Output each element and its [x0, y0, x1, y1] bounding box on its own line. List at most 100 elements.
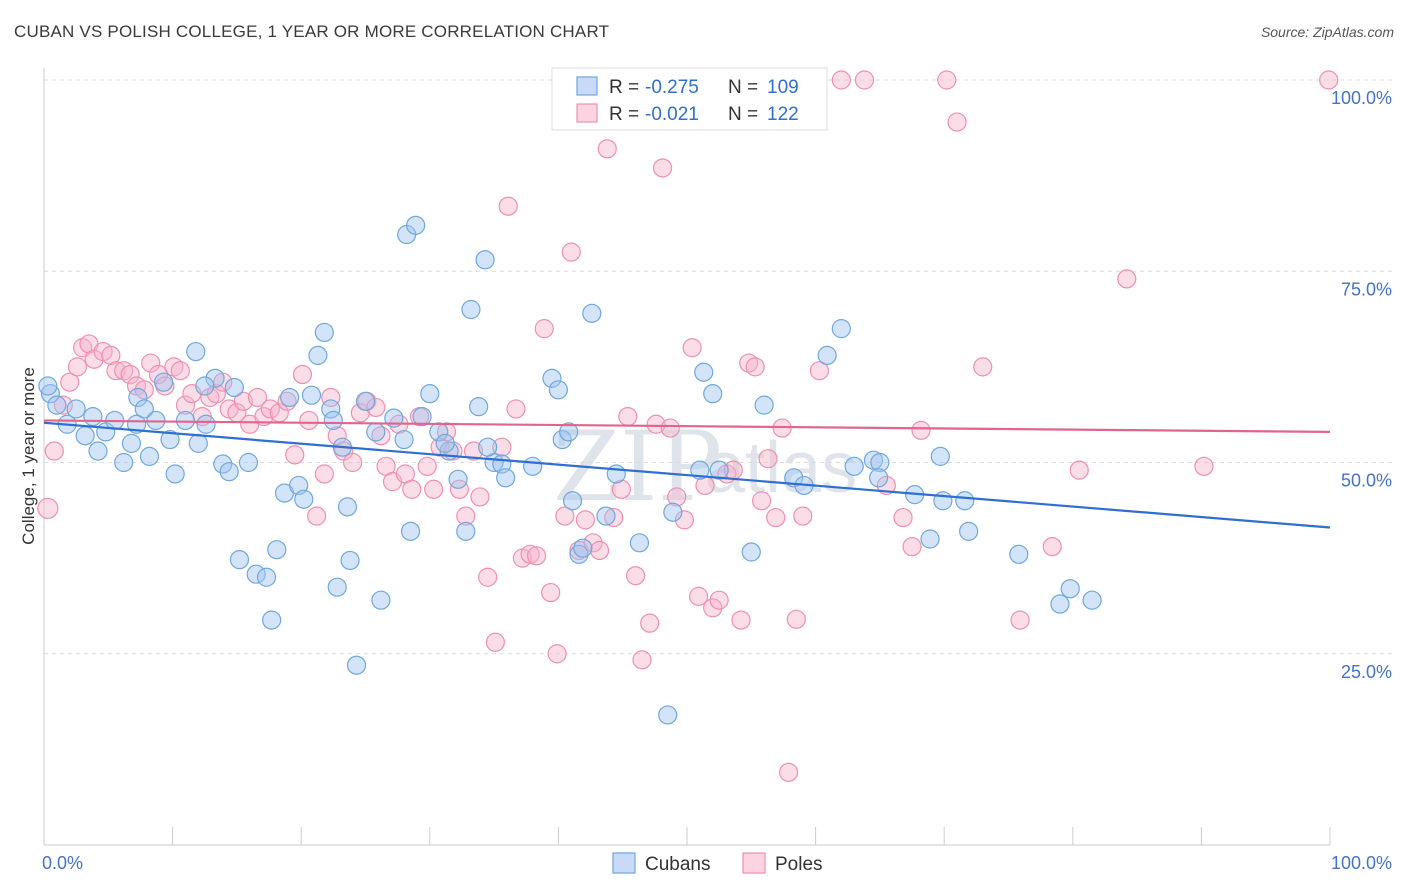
poles-data-point	[809, 361, 830, 381]
poles-data-point	[520, 544, 540, 564]
cubans-data-point	[40, 384, 61, 404]
poles-data-point	[646, 414, 666, 434]
poles-data-point	[611, 479, 632, 499]
cubans-data-point	[314, 322, 334, 343]
cubans-data-point	[435, 433, 455, 453]
poles-data-point	[470, 487, 490, 507]
poles-data-point	[343, 452, 363, 473]
poles-data-point	[307, 506, 327, 526]
poles-data-point	[555, 506, 575, 526]
cubans-data-point	[323, 410, 343, 431]
poles-data-point	[1194, 456, 1214, 476]
poles-data-point	[371, 426, 391, 446]
cubans-data-point	[219, 462, 239, 482]
cubans-data-point	[66, 399, 86, 419]
cubans-data-point	[469, 397, 489, 417]
cubans-data-point	[548, 380, 569, 400]
cubans-data-point	[1060, 579, 1080, 599]
poles-data-point	[534, 319, 554, 339]
poles-data-point	[456, 506, 476, 526]
poles-data-point	[299, 410, 319, 431]
y-tick-label: 50.0%	[1341, 471, 1392, 491]
series-legend: Cubans Poles	[612, 852, 823, 875]
cubans-data-point	[959, 521, 979, 541]
cubans-data-point	[38, 376, 58, 396]
cubans-data-point	[294, 489, 314, 509]
poles-data-point	[1319, 70, 1339, 90]
poles-data-point	[506, 399, 526, 419]
poles-data-point	[973, 357, 993, 377]
poles-data-point	[492, 437, 512, 457]
poles-data-point	[745, 357, 765, 377]
cubans-data-point	[175, 410, 196, 431]
poles-data-point	[786, 609, 806, 629]
poles-data-point	[604, 507, 624, 528]
legend-r-label-poles: R =	[609, 104, 639, 125]
poles-data-point	[709, 590, 729, 610]
poles-data-point	[618, 407, 638, 427]
cubans-data-point	[400, 521, 421, 541]
cubans-data-point	[663, 502, 683, 522]
cubans-data-point	[355, 391, 376, 411]
cubans-data-point	[83, 407, 103, 427]
cubans-data-point	[229, 550, 250, 570]
poles-data-point	[417, 456, 437, 476]
chart-title: CUBAN VS POLISH COLLEGE, 1 YEAR OR MORE …	[14, 22, 610, 41]
poles-data-point	[44, 441, 64, 461]
poles-data-point	[37, 497, 59, 519]
poles-data-point	[575, 510, 596, 530]
cubans-data-point	[165, 464, 185, 484]
poles-data-point	[583, 533, 603, 553]
trend-line-cubans	[43, 421, 1331, 529]
cubans-data-point	[869, 468, 889, 488]
cubans-data-point	[694, 362, 714, 382]
legend-swatch-cubans	[576, 76, 598, 96]
bottom-legend-label-poles: Poles	[775, 854, 823, 875]
y-tick-label: 25.0%	[1341, 662, 1392, 682]
poles-data-point	[247, 387, 268, 408]
poles-data-point	[314, 464, 334, 484]
poles-data-point	[1069, 460, 1089, 480]
cubans-data-point	[346, 655, 367, 675]
cubans-data-point	[321, 399, 341, 419]
cubans-data-point	[213, 454, 233, 474]
bottom-legend-swatch-poles	[742, 852, 766, 874]
poles-data-point	[751, 491, 772, 511]
x-tick-label-max: 100.0%	[1331, 853, 1392, 873]
cubans-data-point	[195, 376, 215, 396]
poles-data-point	[541, 582, 561, 603]
cubans-data-point	[496, 468, 516, 488]
cubans-data-point	[153, 372, 174, 392]
poles-data-point	[688, 586, 709, 606]
poles-data-point	[170, 361, 190, 381]
poles-data-point	[758, 449, 778, 469]
cubans-data-point	[256, 567, 277, 587]
cubans-data-point	[573, 538, 593, 558]
poles-data-point	[947, 112, 967, 132]
cubans-data-point	[629, 533, 650, 553]
legend-r-value-cubans: -0.275	[645, 77, 699, 98]
poles-data-point	[902, 537, 922, 557]
cubans-data-point	[930, 446, 950, 466]
poles-data-point	[682, 338, 702, 358]
poles-data-point	[547, 644, 567, 664]
stats-legend: R = -0.275 N = 109 R = -0.021 N = 122	[551, 67, 828, 131]
poles-data-point	[463, 441, 484, 461]
poles-data-point	[1042, 537, 1062, 557]
poles-data-point	[120, 364, 140, 385]
cubans-data-point	[134, 399, 154, 419]
cubans-data-point	[238, 452, 259, 473]
poles-data-point	[321, 387, 341, 408]
cubans-data-point	[690, 460, 710, 480]
poles-data-point	[640, 613, 660, 633]
poles-data-point	[632, 650, 652, 670]
cubans-data-point	[371, 590, 391, 610]
trend-line-poles	[43, 419, 1331, 433]
poles-data-point	[134, 380, 154, 400]
series-cubans	[38, 215, 1102, 725]
cubans-data-point	[461, 299, 481, 320]
poles-data-point	[703, 598, 723, 618]
cubans-data-point	[88, 441, 108, 461]
legend-n-value-poles: 122	[767, 104, 799, 125]
cubans-data-point	[703, 384, 723, 404]
